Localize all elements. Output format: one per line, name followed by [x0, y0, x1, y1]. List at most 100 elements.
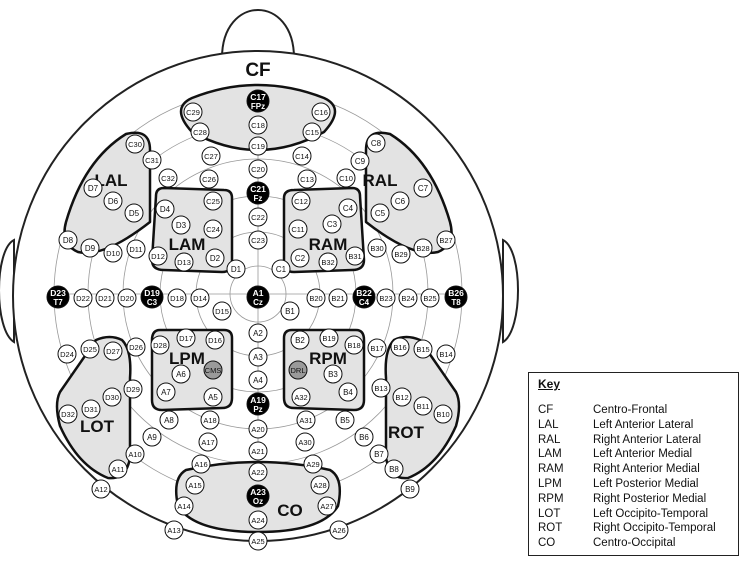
key-description: Right Anterior Medial	[593, 463, 700, 476]
electrode-marker	[248, 462, 268, 482]
electrode-marker	[400, 479, 420, 499]
electrode-d3: D3	[171, 215, 191, 235]
electrode-marker	[148, 246, 168, 266]
region-label-lpm: LPM	[169, 349, 205, 368]
electrode-c7: C7	[413, 178, 433, 198]
electrode-cms: CMS	[203, 360, 223, 380]
electrode-label: D17	[179, 334, 193, 343]
electrode-marker	[246, 181, 270, 205]
electrode-label: C18	[251, 121, 265, 130]
electrode-label: D25	[83, 345, 97, 354]
electrode-label: B32	[321, 258, 334, 267]
electrode-label: C2	[295, 254, 306, 263]
electrode-marker	[158, 168, 178, 188]
electrode-marker	[183, 102, 203, 122]
electrode-marker	[126, 239, 146, 259]
key-legend: Key CF Centro-Frontal LAL Left Anterior Lat…	[528, 372, 739, 556]
electrode-b17: B17	[367, 338, 387, 358]
electrode-label: A22	[251, 468, 264, 477]
electrode-label: D15	[215, 307, 229, 316]
electrode-label: C13	[300, 175, 314, 184]
electrode-sublabel: T7	[53, 298, 63, 307]
electrode-label: B10	[436, 410, 449, 419]
electrode-b28: B28	[413, 238, 433, 258]
electrode-label: A21	[251, 447, 264, 456]
electrode-c31: C31	[142, 150, 162, 170]
electrode-marker	[290, 248, 310, 268]
electrode-marker	[297, 169, 317, 189]
electrode-marker	[311, 102, 331, 122]
electrode-label: C3	[327, 220, 338, 229]
key-abbreviation: LPM	[538, 478, 562, 490]
electrode-a4: A4	[248, 370, 268, 390]
electrode-label: B24	[401, 294, 414, 303]
electrode-marker	[212, 301, 232, 321]
electrode-label: C29	[186, 108, 200, 117]
electrode-b11: B11	[413, 396, 433, 416]
electrode-marker	[303, 454, 323, 474]
electrode-label: B13	[374, 384, 387, 393]
electrode-label: D22	[76, 294, 90, 303]
electrode-a3: A3	[248, 347, 268, 367]
electrode-label: C9	[355, 157, 366, 166]
electrode-marker	[185, 475, 205, 495]
electrode-label: B12	[395, 393, 408, 402]
electrode-label: D12	[151, 252, 165, 261]
electrode-label: DRL	[290, 366, 305, 375]
electrode-marker	[108, 459, 128, 479]
electrode-c20: C20	[248, 159, 268, 179]
electrode-label: A14	[177, 502, 190, 511]
electrode-label: D5	[129, 209, 140, 218]
electrode-marker	[191, 454, 211, 474]
electrode-label: C1	[276, 265, 287, 274]
electrode-label: C27	[204, 152, 218, 161]
electrode-marker	[125, 134, 145, 154]
electrode-d24: D24	[57, 344, 77, 364]
electrode-b19: B19	[319, 328, 339, 348]
electrode-label: A11	[112, 465, 125, 474]
nose-shape	[220, 9, 296, 59]
electrode-b30: B30	[367, 238, 387, 258]
electrode-marker	[248, 419, 268, 439]
electrode-label: C32	[161, 174, 175, 183]
electrode-label: A16	[194, 460, 207, 469]
electrode-marker	[302, 122, 322, 142]
electrode-marker	[248, 441, 268, 461]
electrode-marker	[190, 288, 210, 308]
electrode-marker	[140, 285, 164, 309]
electrode-marker	[420, 288, 440, 308]
electrode-label: D1	[231, 265, 242, 274]
electrode-marker	[117, 288, 137, 308]
electrode-label: D27	[106, 347, 120, 356]
electrode-marker	[203, 360, 223, 380]
electrode-a8: A8	[159, 410, 179, 430]
electrode-label: C5	[375, 209, 386, 218]
electrode-marker	[156, 382, 176, 402]
key-title: Key	[538, 377, 561, 391]
electrode-label: B29	[394, 250, 407, 259]
electrode-c26: C26	[199, 169, 219, 189]
key-abbreviation: LAL	[538, 418, 559, 431]
electrode-marker	[103, 341, 123, 361]
electrode-marker	[350, 151, 370, 171]
electrode-d18: D18	[167, 288, 187, 308]
electrode-a27: A27	[317, 496, 337, 516]
electrode-a30: A30	[295, 432, 315, 452]
electrode-b14: B14	[436, 344, 456, 364]
electrode-label: A5	[208, 393, 218, 402]
electrode-label: B4	[343, 388, 353, 397]
electrode-b5: B5	[335, 410, 355, 430]
electrode-marker	[248, 207, 268, 227]
region-label-cf: CF	[245, 60, 270, 81]
electrode-label: C28	[193, 128, 207, 137]
electrode-label: B9	[405, 485, 415, 494]
electrode-c12: C12	[291, 191, 311, 211]
electrode-b31: B31	[345, 246, 365, 266]
electrode-label: A2	[253, 329, 263, 338]
electrode-d25: D25	[80, 339, 100, 359]
electrode-marker	[190, 122, 210, 142]
electrode-label: C19	[251, 142, 265, 151]
electrode-c25: C25	[203, 191, 223, 211]
electrode-marker	[436, 230, 456, 250]
